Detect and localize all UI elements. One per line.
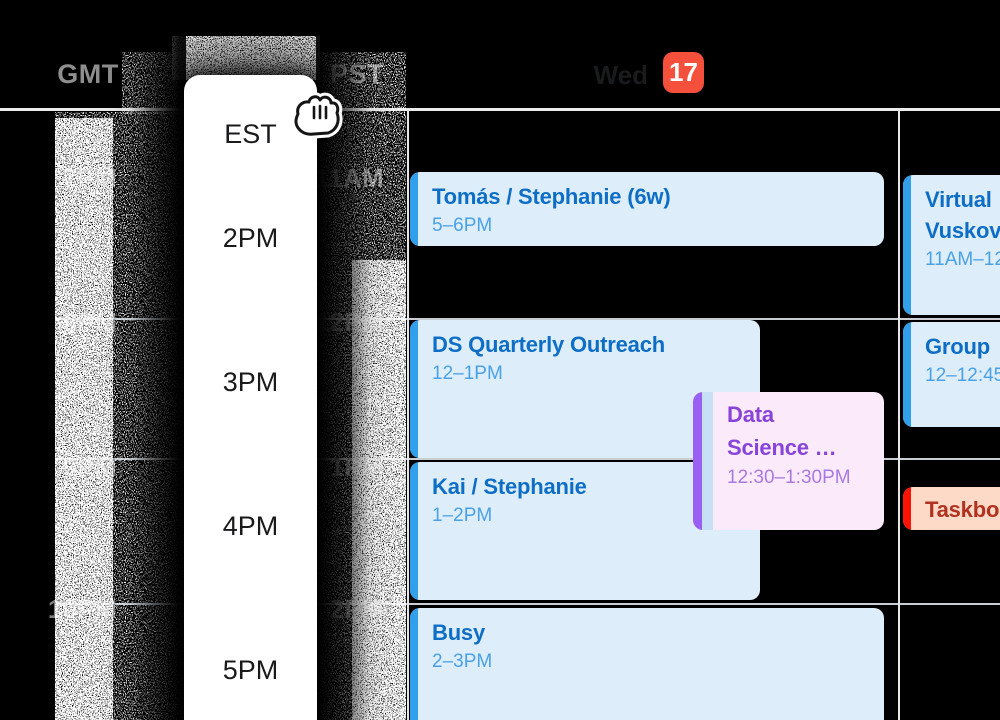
pst-time-label: 12PM bbox=[314, 307, 384, 337]
event-color-bar bbox=[903, 487, 911, 530]
day-column-divider-left bbox=[407, 108, 409, 720]
event-time: 5–6PM bbox=[432, 215, 493, 236]
gmt-time-label: 8PM bbox=[62, 307, 117, 337]
gmt-time-label: 9PM bbox=[62, 452, 117, 482]
event-title: Tomás / Stephanie (6w) bbox=[432, 184, 671, 209]
date-badge[interactable]: 17 bbox=[663, 52, 704, 93]
event-title: Taskbo bbox=[925, 497, 1000, 522]
event-title: Vuskov bbox=[925, 218, 1000, 243]
day-label: Wed bbox=[593, 60, 648, 90]
event-title: Virtual bbox=[925, 187, 992, 212]
event-color-bar bbox=[903, 322, 911, 427]
event-title: Busy bbox=[432, 620, 485, 645]
event-data-science[interactable]: Data Science … 12:30–1:30PM bbox=[693, 392, 884, 530]
hour-grid-line-1pm bbox=[55, 458, 1000, 460]
event-busy[interactable]: Busy 2–3PM bbox=[410, 608, 884, 720]
day-column-divider-right bbox=[898, 108, 900, 720]
event-title: Science … bbox=[727, 435, 837, 460]
event-color-bar bbox=[410, 320, 418, 458]
event-color-bar bbox=[903, 175, 911, 315]
pst-time-label: 11AM bbox=[314, 163, 384, 193]
est-time-label: 3PM bbox=[222, 367, 279, 397]
pst-time-label: 2PM bbox=[329, 594, 384, 624]
est-time-label: 5PM bbox=[222, 655, 279, 685]
timezone-label-gmt: GMT bbox=[57, 59, 119, 89]
hour-grid-line-12pm bbox=[55, 318, 1000, 320]
gmt-time-label: 10PM bbox=[47, 594, 117, 624]
header-grid-line bbox=[0, 108, 1000, 111]
event-title: Group bbox=[925, 334, 990, 359]
event-time: 12–1PM bbox=[432, 363, 503, 384]
event-color-bar bbox=[693, 392, 702, 530]
timezone-card-est[interactable]: EST 2PM 3PM 4PM 5PM bbox=[184, 75, 317, 720]
est-time-label: 2PM bbox=[222, 223, 279, 253]
event-title: DS Quarterly Outreach bbox=[432, 332, 665, 357]
event-color-bar bbox=[410, 172, 418, 246]
timezone-card-title: EST bbox=[224, 119, 277, 149]
event-taskboard[interactable]: Taskbo bbox=[903, 487, 1000, 530]
event-virtual-vuskov[interactable]: Virtual Vuskov 11AM–12 bbox=[903, 175, 1000, 315]
event-time: 12:30–1:30PM bbox=[727, 467, 851, 488]
event-title: Data bbox=[727, 402, 774, 427]
event-tomas-stephanie[interactable]: Tomás / Stephanie (6w) 5–6PM bbox=[410, 172, 884, 246]
pst-time-label: 1PM bbox=[329, 452, 384, 482]
event-time: 11AM–12 bbox=[925, 249, 1000, 270]
event-color-bar bbox=[410, 462, 418, 600]
hour-grid-line-2pm bbox=[55, 603, 1000, 605]
gmt-time-label: 7PM bbox=[62, 163, 117, 193]
event-group[interactable]: Group 12–12:45 bbox=[903, 322, 1000, 427]
event-time: 12–12:45 bbox=[925, 365, 1000, 386]
est-time-label: 4PM bbox=[222, 511, 279, 541]
event-overlap-strip bbox=[702, 392, 713, 530]
card-shadow-left bbox=[130, 34, 186, 720]
timezone-label-pst: PST bbox=[329, 59, 384, 89]
event-title: Kai / Stephanie bbox=[432, 474, 587, 499]
event-color-bar bbox=[410, 608, 418, 720]
event-time: 1–2PM bbox=[432, 505, 493, 526]
event-time: 2–3PM bbox=[432, 651, 493, 672]
